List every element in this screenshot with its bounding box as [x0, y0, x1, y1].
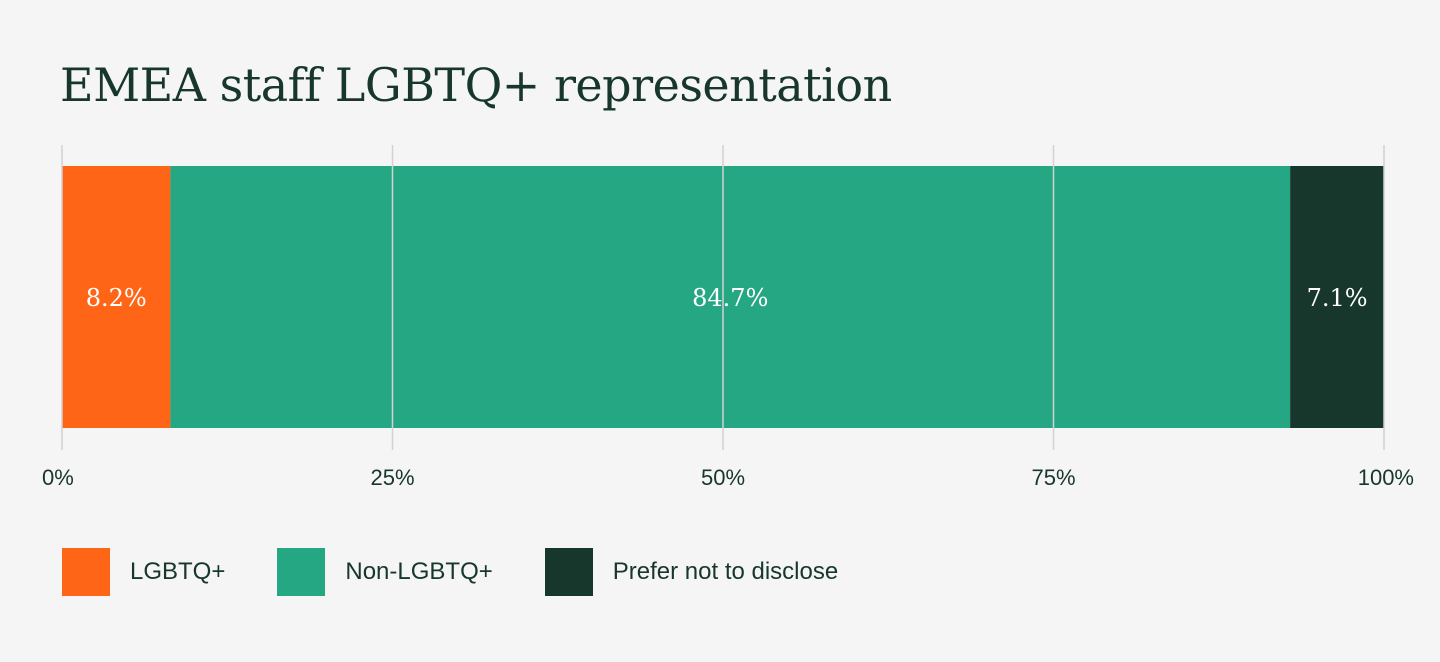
- bar-segment-prefer-not-to-disclose: [1290, 166, 1384, 428]
- x-tick-label-100: 100%: [1358, 465, 1414, 490]
- data-label-lgbtq: 8.2%: [86, 284, 147, 312]
- legend-swatch-prefer-not-to-disclose: [544, 548, 593, 596]
- legend-swatch-non-lgbtq: [277, 548, 326, 596]
- x-tick-label-0: 0%: [42, 465, 74, 490]
- bar-segments: [62, 166, 1384, 428]
- legend: LGBTQ+ Non-LGBTQ+ Prefer not to disclose: [62, 548, 890, 596]
- x-tick-label-50: 50%: [701, 465, 745, 490]
- legend-swatch-lgbtq: [62, 548, 110, 596]
- legend-item-lgbtq[interactable]: LGBTQ+: [62, 548, 225, 596]
- x-tick-label-75: 75%: [1031, 465, 1075, 490]
- bar-segment-lgbtq: [62, 166, 171, 428]
- legend-label-non-lgbtq: Non-LGBTQ+: [345, 558, 493, 585]
- bar-segment-non-lgbtq: [170, 166, 1291, 428]
- legend-label-lgbtq: LGBTQ+: [130, 558, 226, 585]
- legend-label-prefer-not-to-disclose: Prefer not to disclose: [612, 558, 839, 585]
- data-label-prefer-not-to-disclose: 7.1%: [1307, 284, 1368, 312]
- segment-labels: 8.2% 84.7% 7.1%: [86, 284, 1368, 312]
- gridlines: [61, 145, 1385, 450]
- legend-item-non-lgbtq[interactable]: Non-LGBTQ+: [277, 548, 493, 596]
- chart-title: EMEA staff LGBTQ+ representation: [60, 58, 892, 112]
- x-tick-labels: 0% 25% 50% 75% 100%: [42, 465, 1414, 490]
- data-label-non-lgbtq: 84.7%: [692, 284, 768, 312]
- legend-item-prefer-not-to-disclose[interactable]: Prefer not to disclose: [544, 548, 839, 596]
- x-tick-label-25: 25%: [370, 465, 414, 490]
